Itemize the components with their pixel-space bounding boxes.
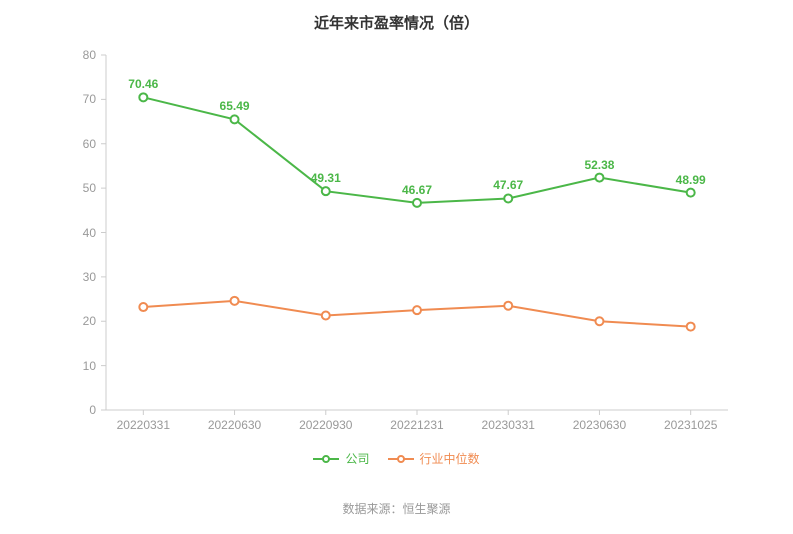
x-axis-tick-label: 20220630 bbox=[208, 418, 261, 432]
x-axis-tick-label: 20220331 bbox=[117, 418, 170, 432]
series-marker bbox=[322, 311, 330, 319]
series-marker bbox=[139, 93, 147, 101]
series-data-label: 65.49 bbox=[220, 99, 250, 113]
series-marker bbox=[139, 303, 147, 311]
series-data-label: 46.67 bbox=[402, 183, 432, 197]
series-marker bbox=[595, 317, 603, 325]
series-marker bbox=[504, 194, 512, 202]
x-axis-tick-label: 20231025 bbox=[664, 418, 717, 432]
series-data-label: 47.67 bbox=[493, 178, 523, 192]
series-data-label: 52.38 bbox=[584, 158, 614, 172]
y-axis-tick-label: 50 bbox=[46, 181, 96, 195]
series-marker bbox=[231, 297, 239, 305]
series-data-label: 49.31 bbox=[311, 171, 341, 185]
series-marker bbox=[231, 115, 239, 123]
x-axis-tick-label: 20230630 bbox=[573, 418, 626, 432]
legend-item[interactable]: 行业中位数 bbox=[388, 450, 480, 467]
legend-label: 行业中位数 bbox=[420, 450, 480, 467]
series-data-label: 70.46 bbox=[128, 77, 158, 91]
legend-label: 公司 bbox=[345, 450, 369, 467]
y-axis-tick-label: 10 bbox=[46, 359, 96, 373]
x-axis-tick-label: 20221231 bbox=[390, 418, 443, 432]
legend-marker-icon bbox=[313, 453, 339, 465]
series-marker bbox=[322, 187, 330, 195]
y-axis-tick-label: 60 bbox=[46, 137, 96, 151]
series-marker bbox=[595, 174, 603, 182]
series-marker bbox=[687, 323, 695, 331]
series-marker bbox=[413, 199, 421, 207]
series-marker bbox=[504, 302, 512, 310]
y-axis-tick-label: 80 bbox=[46, 48, 96, 62]
series-data-label: 48.99 bbox=[676, 173, 706, 187]
legend-marker-icon bbox=[388, 453, 414, 465]
x-axis-tick-label: 20230331 bbox=[482, 418, 535, 432]
data-source: 数据来源：恒生聚源 bbox=[0, 500, 793, 517]
y-axis-tick-label: 40 bbox=[46, 226, 96, 240]
y-axis-tick-label: 0 bbox=[46, 403, 96, 417]
y-axis-tick-label: 70 bbox=[46, 92, 96, 106]
legend-item[interactable]: 公司 bbox=[313, 450, 369, 467]
y-axis-tick-label: 30 bbox=[46, 270, 96, 284]
series-marker bbox=[687, 189, 695, 197]
chart-legend: 公司 行业中位数 bbox=[0, 450, 793, 467]
series-marker bbox=[413, 306, 421, 314]
x-axis-tick-label: 20220930 bbox=[299, 418, 352, 432]
y-axis-tick-label: 20 bbox=[46, 314, 96, 328]
